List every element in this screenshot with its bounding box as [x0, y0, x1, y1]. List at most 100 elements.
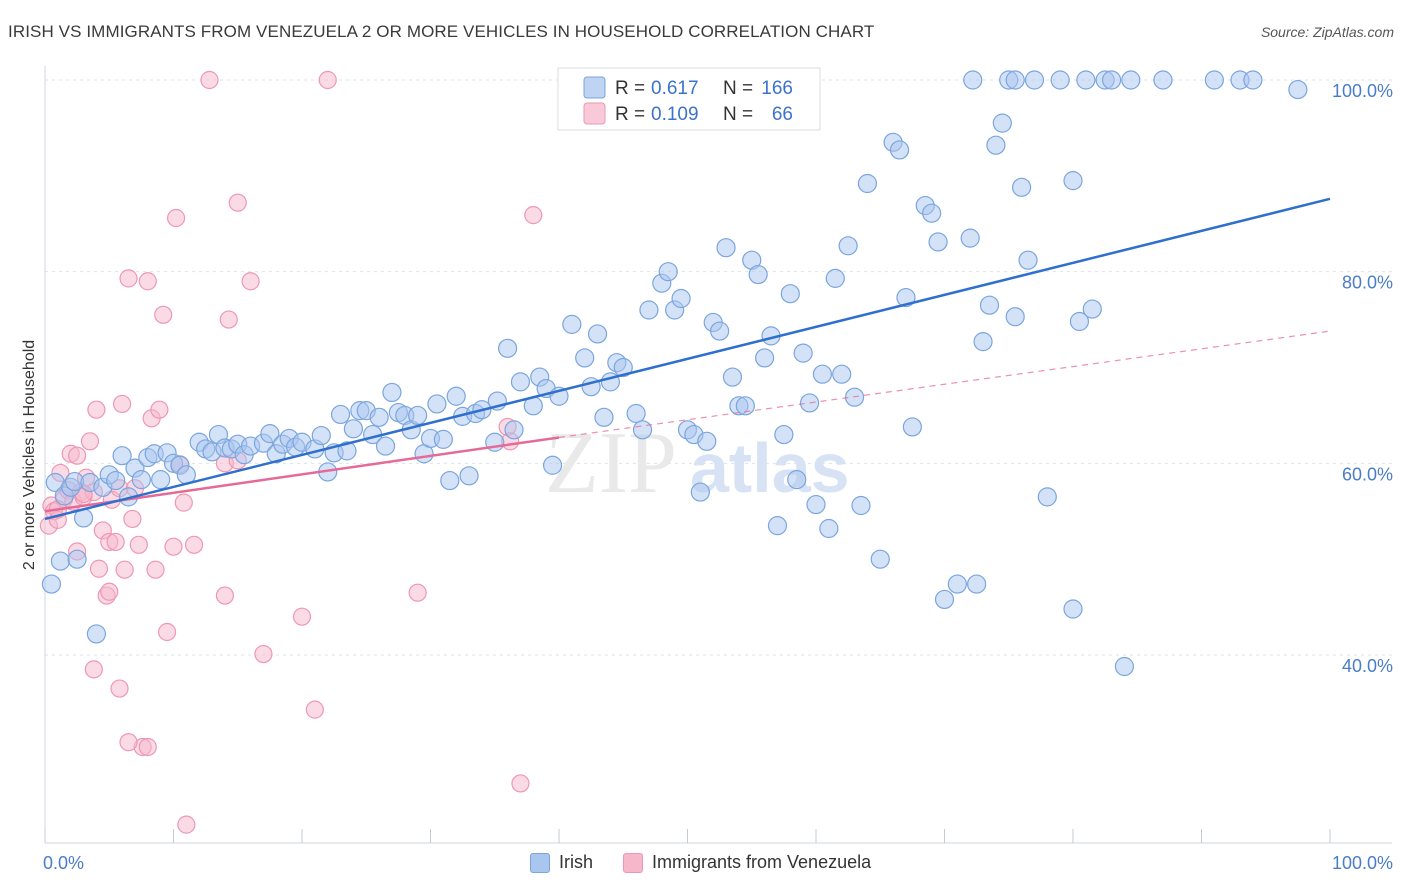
stats-swatch [583, 102, 606, 125]
irish-point [1063, 171, 1083, 191]
irish-point [260, 424, 280, 444]
venezuela-trend-extension [558, 330, 1331, 439]
irish-point [510, 372, 531, 392]
legend-item-venezuela[interactable]: Immigrants from Venezuela [623, 852, 871, 873]
irish-point [902, 417, 922, 437]
irish-point [806, 494, 826, 515]
irish-point [1114, 656, 1135, 677]
stats-legend: R = 0.617 N = 166 R = 0.109 N = 66 [557, 67, 821, 131]
irish-point [1101, 70, 1122, 90]
venezuela-point [524, 206, 543, 225]
y-tick-label: 100.0% [1332, 81, 1393, 101]
stats-n-value: 166 [761, 78, 793, 99]
irish-point [562, 314, 582, 334]
irish-point [1018, 250, 1038, 270]
irish-point [632, 420, 653, 440]
chart-title: IRISH VS IMMIGRANTS FROM VENEZUELA 2 OR … [8, 22, 875, 41]
legend-label-venezuela: Immigrants from Venezuela [652, 852, 872, 872]
irish-point [1082, 299, 1102, 319]
irish-point [825, 268, 845, 288]
venezuela-point [80, 432, 100, 451]
irish-point [50, 551, 71, 571]
venezuela-point [138, 272, 157, 291]
venezuela-point [164, 537, 183, 556]
irish-point [112, 446, 132, 466]
watermark-zip: ZIP [545, 415, 677, 512]
irish-point [967, 574, 987, 594]
irish-point [613, 357, 633, 378]
irish-point [626, 403, 646, 424]
irish-point [870, 549, 890, 569]
irish-point [433, 429, 453, 449]
y-tick-label: 40.0% [1342, 656, 1393, 676]
venezuela-point [129, 535, 148, 554]
venezuela-point [511, 774, 530, 793]
irish-point [343, 419, 363, 439]
bottom-legend: Irish Immigrants from Venezuela [530, 852, 889, 873]
irish-point [337, 441, 357, 461]
venezuela-point [157, 622, 177, 642]
venezuela-point [241, 272, 260, 291]
irish-point [504, 420, 524, 440]
y-axis-label: 2 or more Vehicles in Household [21, 340, 38, 570]
venezuela-point [305, 700, 324, 719]
venezuela-point [228, 193, 247, 212]
venezuela-point [318, 70, 337, 90]
stats-n-label: N = [723, 78, 753, 99]
venezuela-point [119, 733, 138, 752]
irish-point [1050, 70, 1070, 90]
irish-point [973, 332, 993, 352]
irish-point [799, 393, 820, 413]
venezuela-point [89, 559, 109, 578]
irish-points [41, 70, 1308, 677]
zipatlas-watermark: ZIP atlas [545, 415, 850, 512]
irish-point [787, 470, 807, 490]
irish-point [375, 436, 396, 456]
irish-point [1121, 70, 1141, 90]
stats-r-label: R = [615, 78, 645, 99]
venezuela-point [166, 208, 186, 228]
irish-point [658, 262, 678, 282]
irish-point [575, 348, 595, 368]
irish-point [947, 574, 967, 594]
irish-point [1153, 70, 1173, 90]
irish-point [1243, 70, 1263, 90]
irish-point [459, 466, 479, 486]
irish-point [639, 300, 659, 320]
venezuela-point [115, 560, 134, 579]
x-tick-label: 0.0% [43, 853, 84, 873]
legend-item-irish[interactable]: Irish [530, 852, 593, 873]
irish-point [1024, 70, 1045, 90]
irish-point [889, 140, 910, 160]
stats-r-label: R = [615, 104, 645, 125]
irish-point [151, 470, 171, 490]
irish-point [922, 203, 942, 223]
irish-trend-line [44, 197, 1331, 521]
irish-point [960, 228, 980, 248]
stats-r-value: 0.109 [651, 104, 699, 125]
irish-point [963, 70, 983, 90]
irish-point [716, 238, 736, 258]
venezuela-point [100, 582, 119, 601]
stats-swatch [583, 76, 606, 99]
venezuela-trend-line [44, 436, 560, 513]
irish-swatch [530, 852, 550, 873]
irish-point [793, 343, 813, 363]
venezuela-point [119, 269, 138, 288]
stats-n-value: 66 [772, 104, 793, 125]
irish-point [369, 407, 389, 427]
irish-point [986, 135, 1006, 155]
irish-point [832, 364, 852, 384]
irish-point [408, 405, 428, 426]
venezuela-point [174, 493, 193, 512]
irish-point [992, 113, 1012, 133]
venezuela-point [110, 679, 129, 698]
irish-point [41, 574, 62, 594]
venezuela-point [112, 394, 132, 414]
irish-point [1005, 307, 1025, 327]
irish-point [311, 425, 331, 446]
venezuela-point [292, 607, 312, 626]
venezuela-point [146, 560, 165, 579]
axes [44, 66, 1392, 844]
